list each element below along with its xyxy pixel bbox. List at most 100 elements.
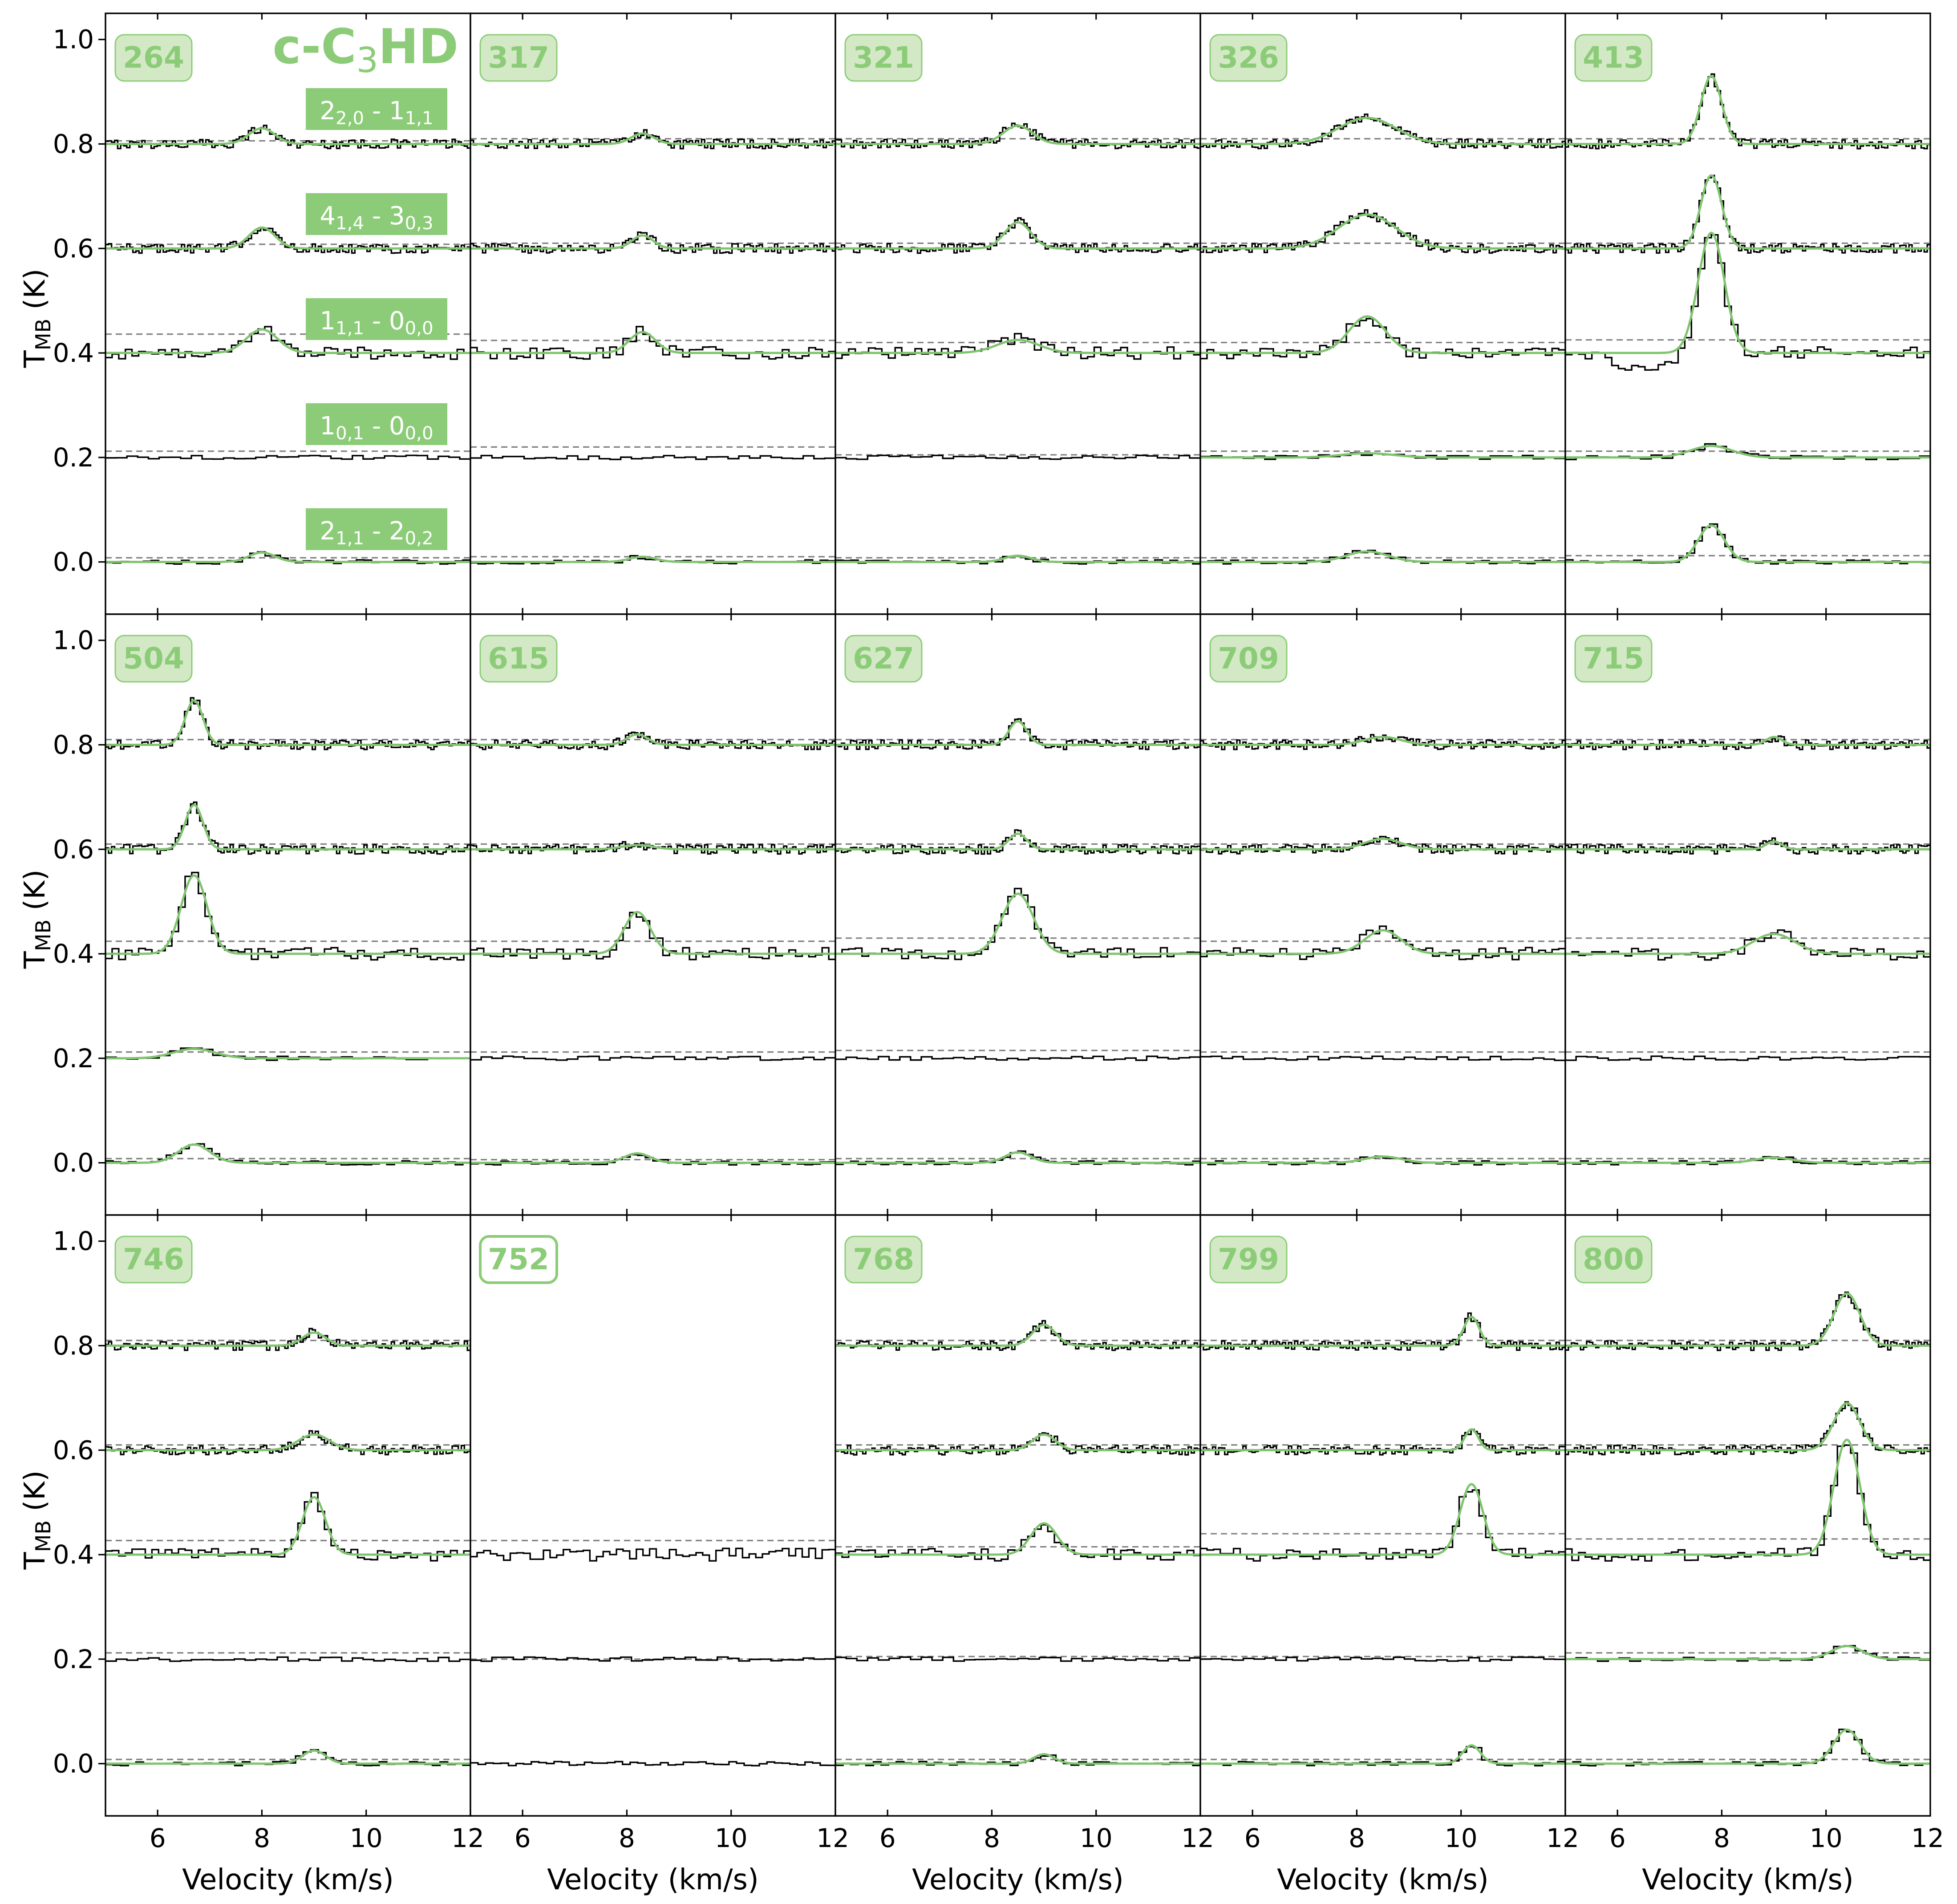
gaussian-fit bbox=[1200, 736, 1565, 746]
gaussian-fit bbox=[470, 331, 835, 354]
gaussian-fit bbox=[1200, 1316, 1565, 1347]
transition-label: 10,1 - 00,0 bbox=[320, 412, 433, 444]
panel-background bbox=[1565, 614, 1930, 1215]
transition-label: 21,1 - 20,2 bbox=[320, 517, 433, 549]
transition-label-box bbox=[306, 508, 447, 550]
panel-id-label: 504 bbox=[123, 641, 184, 676]
gaussian-fit bbox=[835, 554, 1200, 563]
x-tick-label: 6 bbox=[1244, 1823, 1261, 1853]
gaussian-fit bbox=[105, 874, 470, 955]
panel-id-badge bbox=[1209, 635, 1288, 683]
gaussian-fit bbox=[1200, 213, 1565, 250]
panel-id-badge bbox=[844, 635, 923, 683]
x-tick-label: 6 bbox=[150, 1823, 166, 1853]
x-axis-label: Velocity (km/s) bbox=[912, 1863, 1124, 1896]
x-tick-label: 10 bbox=[350, 1823, 383, 1853]
gaussian-fit bbox=[835, 1151, 1200, 1164]
gaussian-fit bbox=[1565, 840, 1930, 851]
spectrum-trace bbox=[105, 551, 470, 565]
gaussian-fit bbox=[1200, 929, 1565, 955]
x-tick-label: 6 bbox=[879, 1823, 896, 1853]
y-tick-label: 0.6 bbox=[53, 834, 94, 864]
transition-label-box bbox=[306, 403, 447, 445]
y-tick-label: 0.0 bbox=[53, 1148, 94, 1178]
panel-id-label: 800 bbox=[1583, 1242, 1644, 1276]
gaussian-fit bbox=[835, 124, 1200, 145]
transition-labels: 22,0 - 11,1 41,4 - 30,3 11,1 - 00,0 10,1 - … bbox=[306, 88, 447, 550]
spectrum-trace bbox=[835, 1656, 1200, 1662]
panel-id-badge bbox=[1209, 1236, 1288, 1284]
panel-id-label: 715 bbox=[1583, 641, 1644, 676]
header-overlay: c-C3HD 22,0 - 11,1 41,4 - 30,3 11,1 - 00,0… bbox=[272, 19, 458, 550]
panel-504: 504 bbox=[98, 613, 471, 1216]
gaussian-fit bbox=[835, 720, 1200, 746]
x-axis-label: Velocity (km/s) bbox=[1277, 1863, 1489, 1896]
gaussian-fit bbox=[835, 221, 1200, 250]
x-tick-label: 10 bbox=[1810, 1823, 1843, 1853]
x-tick-label: 10 bbox=[715, 1823, 748, 1853]
spectrum-trace bbox=[1565, 929, 1930, 961]
panel-id-badge bbox=[479, 34, 558, 82]
gaussian-fit bbox=[105, 1496, 470, 1556]
panel-background bbox=[1200, 13, 1565, 614]
panel-id-label: 746 bbox=[123, 1242, 184, 1276]
gaussian-fit bbox=[1200, 1155, 1565, 1164]
transition-label: 41,4 - 30,3 bbox=[320, 202, 433, 234]
panel-709: 709 bbox=[1199, 613, 1566, 1216]
spectrum-trace bbox=[1200, 113, 1565, 150]
transition-label: 22,0 - 11,1 bbox=[320, 97, 433, 129]
x-tick-label: 12 bbox=[1546, 1823, 1579, 1853]
panel-800: 800 bbox=[1564, 1214, 1931, 1817]
panel-768: 768 bbox=[835, 1214, 1201, 1817]
spectrum-trace bbox=[1200, 836, 1565, 855]
gaussian-fit bbox=[105, 699, 470, 746]
x-tick-label: 8 bbox=[619, 1823, 635, 1853]
gaussian-fit bbox=[1565, 231, 1930, 354]
panel-321: 321 bbox=[835, 12, 1201, 615]
gaussian-fit bbox=[1200, 1428, 1565, 1451]
x-tick-label: 12 bbox=[1911, 1823, 1944, 1853]
gaussian-fit bbox=[105, 1143, 470, 1164]
gaussian-fit bbox=[470, 911, 835, 955]
panel-326: 326 bbox=[1199, 12, 1566, 615]
gaussian-fit bbox=[1565, 736, 1930, 746]
spectrum-trace bbox=[1565, 1055, 1930, 1061]
panel-715: 715 bbox=[1564, 613, 1931, 1216]
panel-id-badge bbox=[844, 1236, 923, 1284]
panel-id-badge bbox=[479, 1235, 558, 1284]
panel-id-label: 709 bbox=[1218, 641, 1279, 676]
y-tick-label: 0.0 bbox=[53, 1749, 94, 1779]
panel-background bbox=[1200, 1215, 1565, 1816]
axes-text: 0.0 0.2 0.4 0.6 0.8 1.0 TMB (K) 0.0 0.2 0.4 0.6 0.8… bbox=[19, 24, 1944, 1896]
panel-grid: 264 317 321 326 413 504 615 627 709 715 746 752 768 7… bbox=[98, 12, 1931, 1817]
gaussian-fit bbox=[105, 551, 470, 563]
gaussian-fit bbox=[470, 234, 835, 250]
panel-413: 413 bbox=[1564, 12, 1931, 615]
spectrum-trace bbox=[835, 454, 1200, 460]
panel-id-label: 627 bbox=[853, 641, 914, 676]
panel-background bbox=[470, 13, 835, 614]
panel-id-label: 321 bbox=[853, 41, 914, 75]
gaussian-fit bbox=[1200, 1483, 1565, 1556]
gaussian-fit bbox=[835, 1522, 1200, 1556]
gaussian-fit bbox=[1200, 117, 1565, 145]
y-tick-label: 0.2 bbox=[53, 442, 94, 473]
spectrum-trace bbox=[1565, 1291, 1930, 1351]
gaussian-fit bbox=[105, 1749, 470, 1765]
panel-id-badge bbox=[114, 34, 193, 82]
y-tick-label: 0.2 bbox=[53, 1644, 94, 1674]
panel-746: 746 bbox=[98, 1214, 471, 1817]
panel-id-label: 799 bbox=[1218, 1242, 1279, 1276]
panel-id-badge bbox=[114, 1236, 193, 1284]
y-tick-label: 0.4 bbox=[53, 939, 94, 969]
x-tick-label: 12 bbox=[1181, 1823, 1214, 1853]
gaussian-fit bbox=[470, 555, 835, 563]
molecule-title: c-C3HD bbox=[272, 19, 458, 81]
gaussian-fit bbox=[1565, 174, 1930, 250]
gaussian-fit bbox=[1565, 932, 1930, 955]
panel-id-badge bbox=[479, 635, 558, 683]
y-tick-label: 1.0 bbox=[53, 24, 94, 55]
x-tick-label: 8 bbox=[1714, 1823, 1730, 1853]
gaussian-fit bbox=[1200, 1744, 1565, 1765]
